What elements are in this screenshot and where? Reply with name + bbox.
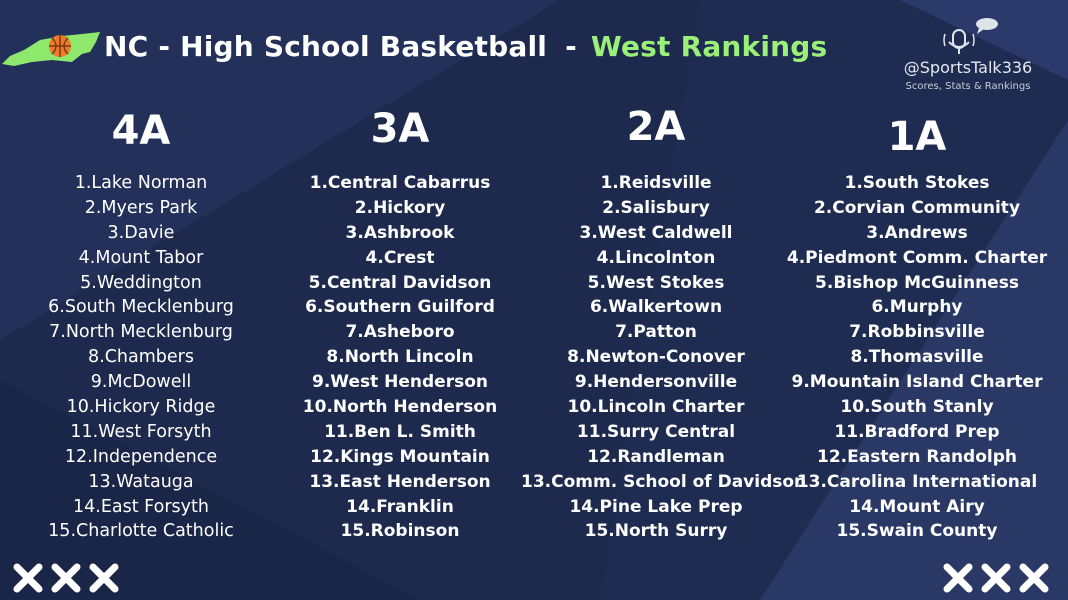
list-item: 13.East Henderson xyxy=(309,471,491,492)
list-item: 15.North Surry xyxy=(584,521,728,542)
list-item: 10.Hickory Ridge xyxy=(66,397,216,418)
list-item: 15.Swain County xyxy=(836,521,998,542)
division-heading: 1A xyxy=(887,114,947,160)
brand-handle: @SportsTalk336 xyxy=(903,58,1033,77)
list-item: 13.Carolina International xyxy=(796,471,1038,492)
page-title: NC - High School Basketball - West Ranking… xyxy=(104,30,827,63)
list-item: 7.North Mecklenburg xyxy=(49,322,233,343)
title-separator: - xyxy=(565,30,577,63)
list-item: 8.Newton-Conover xyxy=(567,347,745,368)
x-marks-right xyxy=(942,562,1050,594)
podcast-microphone-icon xyxy=(943,18,998,54)
list-item: 13.Watauga xyxy=(88,471,194,492)
list-item: 9.McDowell xyxy=(90,372,192,393)
list-item: 13.Comm. School of Davidson xyxy=(521,471,807,492)
title-text: NC - High School Basketball xyxy=(104,30,548,63)
division-heading: 2A xyxy=(626,104,686,150)
list-item: 14.East Forsyth xyxy=(73,496,209,517)
x-mark-icon xyxy=(51,563,81,593)
list-item: 1.South Stokes xyxy=(844,173,990,193)
list-item: 6.Walkertown xyxy=(589,297,723,318)
list-item: 15.Charlotte Catholic xyxy=(48,521,234,542)
brand-block: @SportsTalk336 Scores, Stats & Rankings xyxy=(888,16,1048,92)
list-item: 1.Lake Norman xyxy=(74,173,208,193)
list-item: 3.Andrews xyxy=(866,222,968,243)
list-item: 6.Murphy xyxy=(871,297,963,318)
list-item: 2.Myers Park xyxy=(84,197,198,218)
header: NC - High School Basketball - West Ranking… xyxy=(0,22,900,78)
team-list: 1.South Stokes 2.Corvian Community 3.And… xyxy=(782,171,1052,544)
list-item: 11.Surry Central xyxy=(576,421,736,442)
list-item: 5.Central Davidson xyxy=(308,272,492,293)
x-marks-left xyxy=(12,562,120,594)
list-item: 12.Eastern Randolph xyxy=(817,446,1017,467)
list-item: 5.West Stokes xyxy=(587,272,725,293)
list-item: 1.Central Cabarrus xyxy=(309,173,491,193)
list-item: 4.Mount Tabor xyxy=(78,247,204,268)
division-heading: 4A xyxy=(111,108,171,154)
list-item: 11.West Forsyth xyxy=(70,421,212,442)
list-item: 7.Asheboro xyxy=(345,322,455,343)
list-item: 14.Franklin xyxy=(346,496,454,517)
x-mark-icon xyxy=(13,563,43,593)
list-item: 2.Hickory xyxy=(354,197,446,218)
list-item: 9.Hendersonville xyxy=(574,372,738,393)
list-item: 4.Lincolnton xyxy=(596,247,716,268)
team-list: 1.Central Cabarrus 2.Hickory 3.Ashbrook … xyxy=(265,171,535,544)
list-item: 3.Davie xyxy=(107,222,175,243)
list-item: 12.Independence xyxy=(64,446,218,467)
x-mark-icon xyxy=(981,563,1011,593)
list-item: 5.Bishop McGuinness xyxy=(815,272,1019,293)
list-item: 9.West Henderson xyxy=(312,372,488,393)
list-item: 5.Weddington xyxy=(80,272,202,293)
list-item: 3.West Caldwell xyxy=(579,222,733,243)
north-carolina-basketball-icon xyxy=(2,32,100,66)
list-item: 1.Reidsville xyxy=(600,173,712,193)
x-mark-icon xyxy=(943,563,973,593)
list-item: 2.Corvian Community xyxy=(813,197,1021,218)
list-item: 3.Ashbrook xyxy=(345,222,455,243)
list-item: 10.South Stanly xyxy=(840,397,994,418)
list-item: 2.Salisbury xyxy=(602,197,710,218)
list-item: 14.Pine Lake Prep xyxy=(569,496,743,517)
team-list: 1.Lake Norman 2.Myers Park 3.Davie 4.Mou… xyxy=(6,171,276,544)
list-item: 11.Ben L. Smith xyxy=(324,421,476,442)
team-list: 1.Reidsville 2.Salisbury 3.West Caldwell… xyxy=(521,171,807,544)
list-item: 15.Robinson xyxy=(340,521,460,542)
list-item: 12.Kings Mountain xyxy=(310,446,490,467)
brand-tagline: Scores, Stats & Rankings xyxy=(905,81,1031,92)
list-item: 4.Piedmont Comm. Charter xyxy=(786,247,1048,268)
list-item: 6.South Mecklenburg xyxy=(48,297,234,318)
list-item: 8.North Lincoln xyxy=(326,347,474,368)
x-mark-icon xyxy=(89,563,119,593)
title-subtitle: West Rankings xyxy=(590,30,828,63)
list-item: 8.Thomasville xyxy=(850,347,984,368)
division-heading: 3A xyxy=(370,106,430,152)
list-item: 10.Lincoln Charter xyxy=(567,397,745,418)
x-mark-icon xyxy=(1019,563,1049,593)
list-item: 7.Robbinsville xyxy=(849,322,985,343)
list-item: 7.Patton xyxy=(615,322,697,343)
list-item: 12.Randleman xyxy=(587,446,725,467)
list-item: 8.Chambers xyxy=(88,347,194,368)
list-item: 14.Mount Airy xyxy=(849,496,985,517)
list-item: 9.Mountain Island Charter xyxy=(791,372,1043,393)
list-item: 4.Crest xyxy=(365,247,435,268)
list-item: 10.North Henderson xyxy=(302,397,498,418)
list-item: 6.Southern Guilford xyxy=(305,297,495,318)
list-item: 11.Bradford Prep xyxy=(834,421,1000,442)
